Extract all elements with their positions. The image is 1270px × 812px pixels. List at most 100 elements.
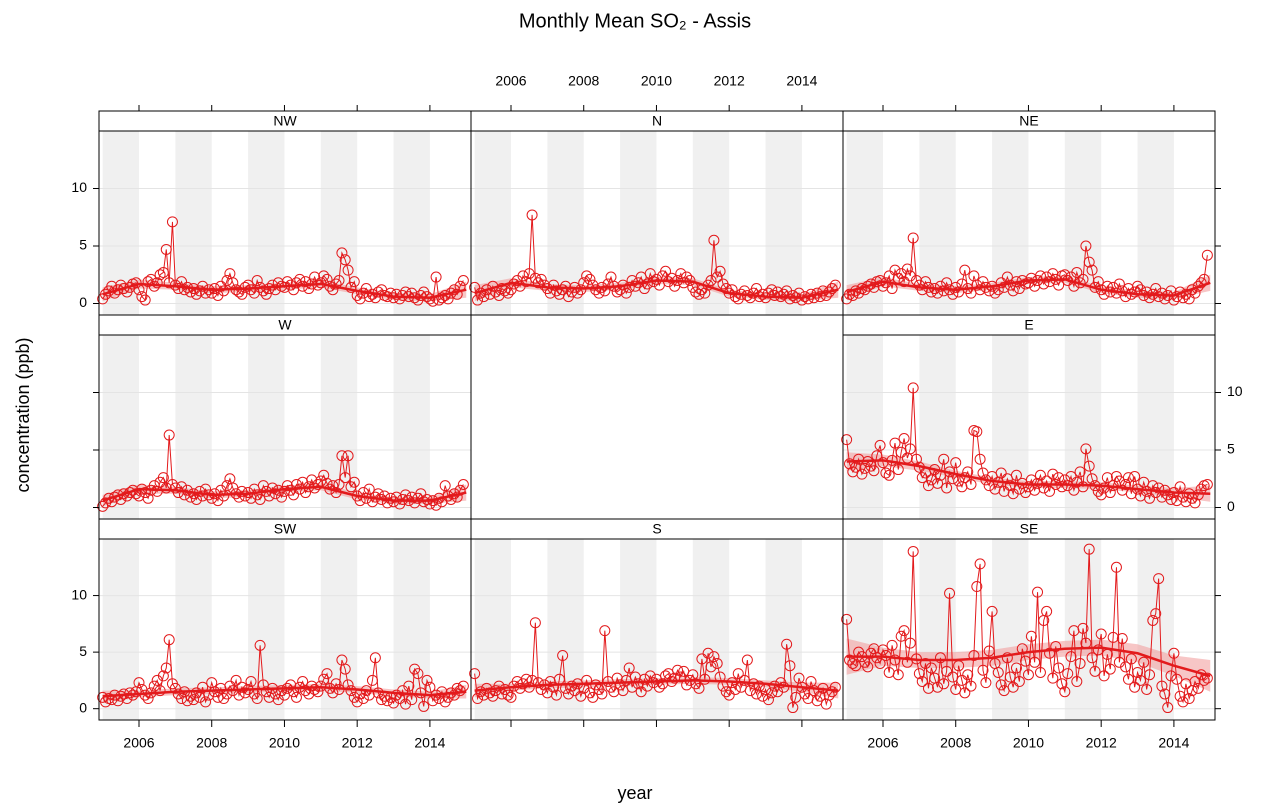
data-point: [962, 669, 974, 681]
data-point: [898, 625, 910, 637]
data-point: [190, 288, 202, 300]
data-point: [300, 487, 312, 499]
data-point: [868, 281, 880, 293]
data-point: [874, 657, 886, 669]
data-point: [1050, 640, 1062, 652]
data-point: [1192, 682, 1204, 694]
x-tick-label: 2010: [1013, 735, 1044, 751]
data-point: [1077, 622, 1089, 634]
data-point: [185, 690, 197, 702]
data-point: [769, 680, 781, 692]
trend-line: [102, 685, 467, 698]
data-point: [711, 271, 723, 283]
data-point: [188, 694, 200, 706]
data-point: [427, 695, 439, 707]
data-point: [281, 682, 293, 694]
data-point: [550, 285, 562, 297]
data-point: [115, 493, 127, 505]
data-point: [1156, 680, 1168, 692]
x-tick-label: 2014: [1158, 735, 1189, 751]
data-point: [681, 271, 693, 283]
data-point: [895, 630, 907, 642]
data-point: [750, 688, 762, 700]
data-point: [784, 660, 796, 672]
data-point: [898, 276, 910, 288]
data-point: [644, 268, 656, 280]
data-point: [1013, 676, 1025, 688]
data-point: [1165, 670, 1177, 682]
data-point: [741, 654, 753, 666]
data-point: [1074, 657, 1086, 669]
data-point: [1168, 647, 1180, 659]
data-point: [934, 652, 946, 664]
data-point: [327, 284, 339, 296]
y-tick-label: 0: [1227, 498, 1235, 514]
data-point: [300, 276, 312, 288]
data-point: [841, 613, 853, 625]
data-point: [1122, 472, 1134, 484]
data-point: [157, 472, 169, 484]
data-point: [925, 286, 937, 298]
data-point: [880, 277, 892, 289]
data-point: [947, 473, 959, 485]
data-point: [160, 482, 172, 494]
year-shade: [393, 131, 430, 315]
data-point: [796, 681, 808, 693]
data-point: [660, 265, 672, 277]
data-point: [907, 545, 919, 557]
data-point: [454, 484, 466, 496]
data-point: [535, 273, 547, 285]
data-point: [623, 662, 635, 674]
trend-band: [846, 452, 1211, 502]
data-point: [883, 469, 895, 481]
data-point: [312, 279, 324, 291]
data-point: [889, 654, 901, 666]
data-point: [484, 687, 496, 699]
data-point: [1198, 273, 1210, 285]
data-point: [653, 681, 665, 693]
data-point: [348, 476, 360, 488]
data-point: [315, 475, 327, 487]
data-point: [185, 491, 197, 503]
data-point: [1147, 614, 1159, 626]
data-point: [333, 479, 345, 490]
data-point: [523, 681, 535, 693]
data-point: [1189, 676, 1201, 688]
data-point: [1174, 481, 1186, 493]
data-point: [457, 479, 469, 490]
data-point: [178, 284, 190, 296]
data-point: [451, 288, 463, 300]
data-point: [306, 278, 318, 290]
data-point: [1041, 605, 1053, 617]
strip-label: S: [652, 521, 661, 537]
data-point: [1144, 669, 1156, 681]
data-point: [732, 668, 744, 680]
data-point: [1183, 693, 1195, 705]
data-point: [1101, 472, 1113, 484]
data-point: [599, 285, 611, 297]
data-point: [992, 284, 1004, 296]
year-shade: [992, 335, 1029, 519]
data-point: [412, 668, 424, 680]
data-point: [1071, 266, 1083, 278]
data-point: [1171, 495, 1183, 507]
data-point: [907, 232, 919, 244]
data-point: [421, 674, 433, 686]
data-point: [1092, 276, 1104, 288]
data-point: [233, 689, 245, 701]
data-point: [641, 278, 653, 290]
year-shade: [692, 539, 730, 720]
data-point: [723, 287, 735, 299]
data-point: [1116, 633, 1128, 645]
data-point: [445, 493, 457, 505]
data-point: [472, 294, 484, 306]
data-point: [339, 254, 351, 266]
data-point: [251, 275, 263, 286]
data-point: [181, 484, 193, 496]
data-point: [336, 450, 348, 462]
data-point: [1101, 648, 1113, 660]
data-point: [1125, 653, 1137, 665]
data-point: [989, 287, 1001, 299]
data-point: [139, 294, 151, 306]
